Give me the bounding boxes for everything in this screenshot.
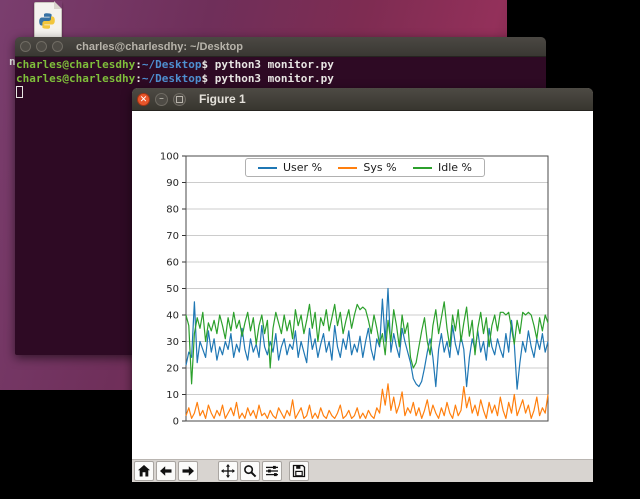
figure-window: ✕ – Figure 1 0 10 20 30 40 50 60 70 80 90 100 User… (132, 88, 593, 482)
legend-label: Sys % (363, 161, 397, 174)
terminal-line: charles@charlesdhy:~/Desktop$ python3 mo… (16, 58, 546, 72)
prompt-path: ~/Desktop (141, 58, 202, 71)
figure-titlebar[interactable]: ✕ – Figure 1 (132, 88, 593, 111)
svg-text:30: 30 (166, 337, 179, 348)
matplotlib-toolbar (132, 459, 593, 482)
command-text: python3 monitor.py (208, 58, 334, 71)
legend-label: Idle % (437, 161, 472, 174)
svg-text:0: 0 (173, 417, 179, 428)
svg-text:20: 20 (166, 364, 179, 375)
prompt-path: ~/Desktop (141, 72, 202, 85)
plot-canvas[interactable]: 0 10 20 30 40 50 60 70 80 90 100 User % Sys % Idle… (132, 111, 593, 459)
svg-text:90: 90 (166, 178, 179, 189)
terminal-close-button[interactable] (20, 41, 31, 52)
figure-close-button[interactable]: ✕ (137, 92, 150, 106)
save-icon (292, 464, 306, 478)
home-icon (138, 465, 150, 477)
line-chart: 0 10 20 30 40 50 60 70 80 90 100 (160, 152, 549, 428)
zoom-icon (244, 465, 257, 478)
terminal-window-title: charles@charlesdhy: ~/Desktop (76, 40, 243, 53)
python-file-icon[interactable] (34, 1, 62, 40)
terminal-minimize-button[interactable] (36, 41, 47, 52)
terminal-line: charles@charlesdhy:~/Desktop$ python3 mo… (16, 72, 546, 86)
forward-button[interactable] (178, 461, 198, 481)
prompt-separator: : (135, 72, 142, 85)
prompt-symbol: $ (201, 58, 209, 71)
python-logo-icon (39, 13, 55, 29)
figure-maximize-button[interactable] (173, 92, 186, 106)
desktop-artifact-char: n (9, 55, 16, 68)
prompt-user: charles@charlesdhy (16, 72, 136, 85)
home-button[interactable] (134, 461, 154, 481)
svg-text:70: 70 (166, 231, 179, 242)
legend-item-idle: Idle % (412, 161, 472, 174)
terminal-cursor (16, 86, 23, 98)
pan-icon (221, 464, 235, 478)
prompt-user: charles@charlesdhy (16, 58, 136, 71)
zoom-button[interactable] (240, 461, 260, 481)
legend-label: User % (283, 161, 323, 174)
legend-item-user: User % (258, 161, 322, 174)
configure-subplots-button[interactable] (262, 461, 282, 481)
svg-text:50: 50 (166, 284, 179, 295)
terminal-body[interactable]: charles@charlesdhy:~/Desktop$ python3 mo… (15, 57, 546, 356)
back-button[interactable] (156, 461, 176, 481)
figure-minimize-button[interactable]: – (155, 92, 168, 106)
svg-text:10: 10 (166, 390, 179, 401)
legend-line-swatch (258, 166, 277, 169)
chart-legend: User % Sys % Idle % (245, 158, 485, 177)
figure-window-title: Figure 1 (199, 92, 246, 106)
back-arrow-icon (160, 466, 172, 476)
prompt-symbol: $ (201, 72, 209, 85)
svg-text:100: 100 (160, 152, 179, 163)
pan-button[interactable] (218, 461, 238, 481)
terminal-maximize-button[interactable] (52, 41, 63, 52)
prompt-separator: : (135, 58, 142, 71)
legend-line-swatch (338, 166, 358, 169)
legend-line-swatch (412, 166, 432, 169)
forward-arrow-icon (182, 466, 194, 476)
svg-text:60: 60 (166, 258, 179, 269)
legend-item-sys: Sys % (338, 161, 397, 174)
svg-text:40: 40 (166, 311, 179, 322)
save-button[interactable] (289, 461, 309, 481)
terminal-titlebar[interactable]: charles@charlesdhy: ~/Desktop (15, 37, 546, 57)
command-text: python3 monitor.py (208, 72, 334, 85)
page-fold (54, 1, 62, 9)
configure-subplots-icon (266, 465, 278, 477)
svg-text:80: 80 (166, 205, 179, 216)
